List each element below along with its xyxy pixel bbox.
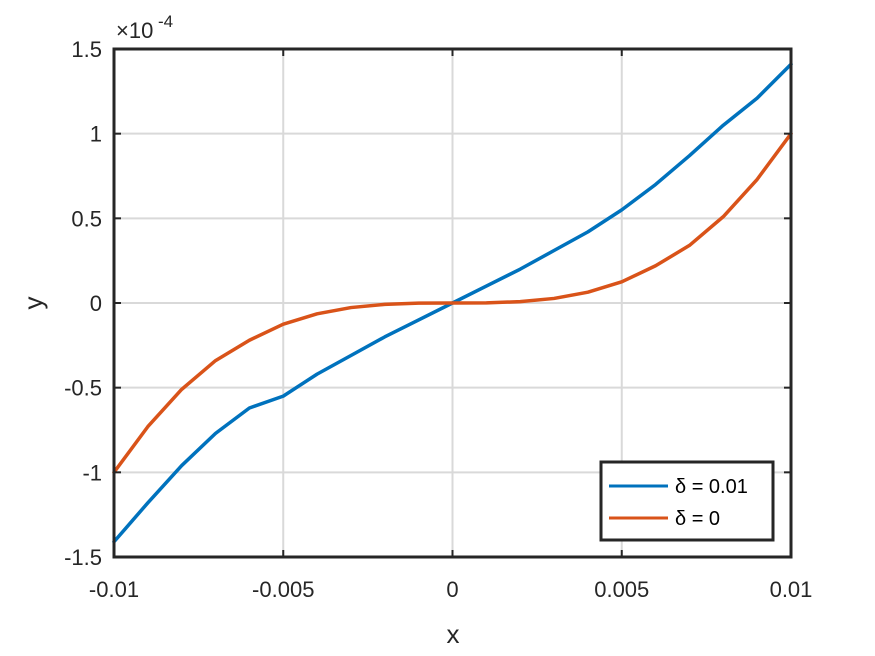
- legend: δ = 0.01 δ = 0: [599, 460, 775, 542]
- legend-label-delta-0: δ = 0: [675, 508, 720, 530]
- x-tick-label: 0: [446, 577, 458, 602]
- x-axis-label: x: [447, 619, 460, 649]
- series-layer: [112, 62, 793, 544]
- legend-label-delta-001: δ = 0.01: [675, 476, 748, 498]
- y-tick-label: 1: [90, 122, 102, 147]
- x-tick-label: 0.005: [594, 577, 649, 602]
- x-tick-label: -0.01: [89, 577, 139, 602]
- x-tick-label: -0.005: [252, 577, 314, 602]
- y-exponent-power: -4: [158, 12, 173, 31]
- legend-box: [599, 460, 775, 542]
- y-tick-label: -1: [82, 460, 102, 485]
- ticks: [113, 48, 792, 558]
- y-tick-label: 1.5: [71, 37, 102, 62]
- tick-labels: -0.01 -0.005 0 0.005 0.01 -1.5 -1 -0.5 0 0.5 1 1.5: [64, 37, 812, 602]
- y-tick-label: -1.5: [64, 545, 102, 570]
- y-axis-label: y: [18, 297, 48, 310]
- y-tick-label: -0.5: [64, 376, 102, 401]
- y-tick-label: 0: [90, 291, 102, 316]
- series-line-1: [112, 131, 793, 475]
- y-tick-label: 0.5: [71, 206, 102, 231]
- x-tick-label: 0.01: [770, 577, 813, 602]
- y-exponent-multiplier: ×10: [116, 18, 153, 43]
